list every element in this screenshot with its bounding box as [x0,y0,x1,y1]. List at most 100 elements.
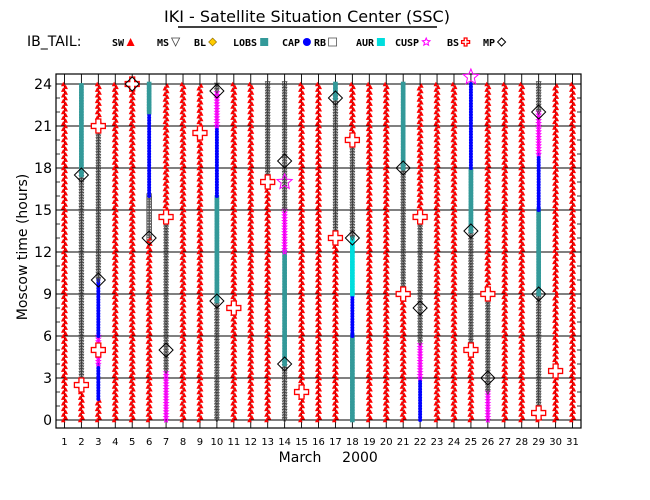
mark-ms [400,173,407,180]
mark-sw [419,189,424,195]
mark-sw [128,204,134,210]
mark-sw [368,151,373,157]
mark-sw [435,314,441,319]
mark-sw [196,333,202,339]
mark-sw [503,246,509,252]
mark-sw [450,104,456,109]
mark-sw [569,210,574,216]
mark-sw [315,221,320,227]
mark-sw [300,325,306,330]
mark-sw [148,325,153,330]
mark-lobs [282,249,287,255]
mark-sw [399,378,405,384]
mark-sw [520,274,526,280]
mark-sw [419,116,424,122]
mark-lobs [214,273,220,279]
mark-ms [332,145,339,152]
mark-sw [264,378,269,384]
mark-sw [486,207,492,213]
mark-lobs [79,139,84,144]
mark-sw [317,196,322,202]
mark-ms [417,242,424,249]
mark-lobs [400,140,406,146]
mark-sw [63,302,68,308]
mark-sw [264,300,269,305]
event-mp [90,272,107,288]
mark-sw [128,221,134,227]
mark-ms [264,114,271,121]
mark-ms [163,329,170,335]
mark-sw [501,344,506,350]
mark-sw [520,123,526,129]
mark-sw [520,358,526,364]
mark-sw [298,227,303,232]
mark-sw [114,342,119,347]
mark-sw [501,266,506,272]
mark-ms [484,327,491,334]
mark-sw [298,372,303,378]
mark-sw [145,417,151,423]
mark-sw [520,202,526,207]
mark-cap [468,163,473,168]
mark-sw [148,398,153,403]
mark-sw [382,406,388,412]
mark-sw [298,356,303,361]
mark-sw [266,269,272,274]
mark-sw [198,224,204,230]
mark-sw [368,409,373,414]
mark-sw [385,168,390,174]
mark-ms [264,103,271,110]
mark-lobs [350,370,355,375]
mark-sw [181,414,187,420]
mark-ms [78,357,85,363]
mark-lobs [146,101,152,106]
mark-ms [95,204,102,211]
mark-cap [468,84,473,89]
mark-sw [114,90,119,95]
mark-rb [146,226,152,233]
mark-sw [128,199,134,204]
mark-sw [501,188,506,193]
mark-cap [96,328,101,333]
mark-sw [181,302,187,308]
mark-ms [78,278,85,285]
mark-lobs [79,155,84,161]
mark-sw [382,395,388,400]
mark-sw [501,232,506,238]
mark-sw [111,277,117,283]
mark-cap [147,129,152,134]
mark-sw [317,168,322,174]
mark-sw [230,176,235,182]
mark-sw [518,210,523,216]
mark-ms [349,156,356,163]
mark-sw [94,98,100,104]
mark-sw [249,319,255,325]
mark-sw [247,227,252,232]
mark-ms [95,198,102,205]
mark-sw [179,87,185,92]
mark-sw [518,87,523,92]
mark-sw [382,300,388,305]
mark-sw [315,328,320,333]
mark-sw [569,344,574,350]
mark-sw [247,300,252,305]
mark-ms [213,378,220,384]
mark-sw [249,252,255,258]
mark-sw [571,375,577,381]
mark-sw [181,168,187,174]
mark-sw [399,322,405,328]
mark-sw [503,342,509,347]
mark-sw [181,157,187,162]
mark-sw [368,146,373,151]
mark-sw [382,126,388,132]
mark-sw [131,370,136,375]
mark-sw [164,155,170,161]
mark-sw [298,255,303,260]
mark-sw [111,288,117,294]
mark-lobs [350,398,355,403]
mark-sw [385,140,390,146]
mark-sw [365,227,371,232]
mark-sw [365,277,371,283]
mark-ms [163,256,170,263]
mark-cap [418,398,423,403]
